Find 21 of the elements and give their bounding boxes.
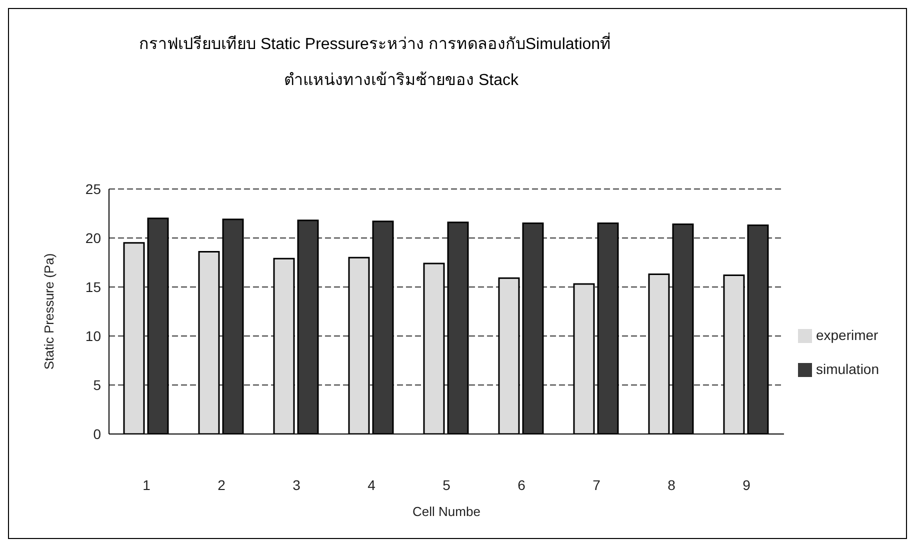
y-tick-label: 25 — [85, 180, 102, 197]
chart-title: กราฟเปรียบเทียบ Static Pressureระหว่าง การทดลองกับSimulationที่ — [139, 32, 612, 55]
legend-label: experimer — [816, 326, 878, 342]
x-tick-label: 7 — [592, 476, 601, 493]
x-tick-label: 9 — [742, 476, 751, 493]
x-tick-label: 6 — [518, 476, 526, 493]
x-tick-label: 8 — [668, 476, 676, 493]
y-tick-label: 20 — [85, 230, 102, 246]
y-tick-label: 5 — [93, 376, 102, 393]
y-tick-label: 15 — [85, 278, 102, 295]
chart-subtitle: ตำแหน่งทางเข้าริมซ้ายของ Stack — [284, 70, 518, 91]
y-tick-label: 0 — [93, 426, 102, 442]
legend-label: simulation — [816, 360, 879, 376]
x-tick-label: 2 — [218, 476, 226, 493]
x-tick-label: 1 — [142, 476, 151, 493]
x-tick-label: 4 — [368, 476, 376, 493]
x-tick-label: 5 — [442, 476, 451, 493]
x-axis-title: Cell Numbe — [412, 504, 480, 519]
y-tick-label: 10 — [85, 328, 102, 344]
y-axis-title: Static Pressure (Pa) — [42, 253, 57, 370]
x-tick-label: 3 — [292, 476, 301, 493]
